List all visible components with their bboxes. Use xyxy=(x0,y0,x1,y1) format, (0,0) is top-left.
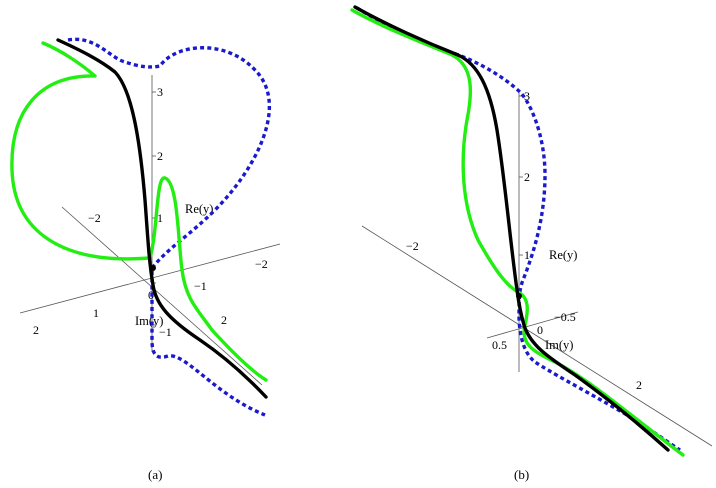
panel-b-blue-dotted-curve xyxy=(356,6,681,452)
panel-a-caption: (a) xyxy=(148,467,162,482)
panel-b-re-axis-title: Re(y) xyxy=(549,248,577,262)
panel-a-green-curve xyxy=(10,41,268,382)
panel-b-tick-2: 2 xyxy=(524,170,530,184)
panel-a-tick-neg2-receding: −2 xyxy=(88,211,101,225)
panel-b-black-curve xyxy=(353,5,670,452)
panel-b-receding-axis xyxy=(361,225,713,447)
panel-b-tick-2-receding: 2 xyxy=(636,378,642,392)
panel-b-lateral-ticks: 0.5 −0.5 xyxy=(492,310,576,352)
panel-a-im-axis-title: Im(y) xyxy=(135,314,163,328)
panel-b-receding-ticks: −2 2 xyxy=(406,239,642,392)
panel-a-lateral-axis xyxy=(19,243,281,314)
panel-a-lateral-ticks: 2 1 −2 xyxy=(33,257,268,337)
panel-a-origin-dot xyxy=(150,265,156,271)
panel-b-tick-neg2-receding: −2 xyxy=(406,239,419,253)
panel-a-tick-2: 2 xyxy=(157,149,163,163)
panel-a-re-axis-title: Re(y) xyxy=(185,202,213,216)
panel-b-im-axis-title: Im(y) xyxy=(545,338,573,352)
panel-a: 3 2 1 0 −1 −2 −1 2 2 1 −2 Re(y) Im(y) (a… xyxy=(10,37,281,482)
panel-a-tick-neg1-vertical: −1 xyxy=(159,325,172,339)
panel-a-receding-axis xyxy=(61,206,263,386)
panel-b-tick-0-5: 0.5 xyxy=(492,338,507,352)
panel-b: 3 2 1 0 −2 2 0.5 −0.5 Re(y) Im(y) (b) xyxy=(350,5,713,482)
panel-a-tick-neg2-lateral: −2 xyxy=(255,257,268,271)
panel-b-caption: (b) xyxy=(514,467,529,482)
panel-a-tick-neg1-receding: −1 xyxy=(194,279,207,293)
panel-a-tick-1: 1 xyxy=(157,211,163,225)
panel-a-blue-dotted-curve xyxy=(67,37,272,417)
panel-a-tick-1-lateral: 1 xyxy=(93,306,99,320)
panel-b-lateral-axis xyxy=(486,311,579,339)
panel-a-receding-ticks: −2 −1 2 xyxy=(88,211,227,327)
panel-a-tick-2-receding: 2 xyxy=(221,313,227,327)
panel-b-tick-0: 0 xyxy=(537,323,543,337)
panel-b-tick-3: 3 xyxy=(524,89,530,103)
panel-a-tick-3: 3 xyxy=(157,85,163,99)
panel-b-green-curve xyxy=(350,8,685,457)
panel-a-black-curve xyxy=(56,38,268,399)
panel-b-vertical-ticks: 3 2 1 0 xyxy=(519,89,543,337)
panel-b-tick-1: 1 xyxy=(524,248,530,262)
panel-a-tick-2-lateral: 2 xyxy=(33,323,39,337)
panel-b-origin-dot xyxy=(516,293,522,299)
panel-b-tick-neg0-5: −0.5 xyxy=(554,310,576,324)
